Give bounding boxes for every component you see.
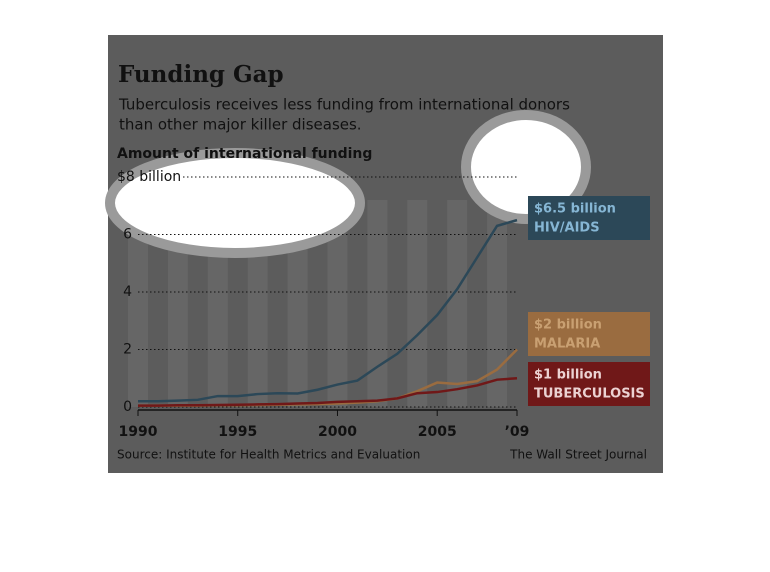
subtitle: than other major killer diseases. <box>119 116 362 134</box>
legend-label: TUBERCULOSIS <box>534 387 645 402</box>
stripe <box>407 200 428 407</box>
y-tick-label: 2 <box>123 342 132 358</box>
stripe <box>367 200 388 407</box>
stripe <box>487 200 508 407</box>
highlight <box>105 148 365 258</box>
credit: The Wall Street Journal <box>509 448 647 462</box>
y-tick-label: 6 <box>123 227 132 243</box>
x-tick-label: 1990 <box>119 424 158 440</box>
value-label: $1 billion <box>534 368 602 383</box>
y-tick-label: 0 <box>123 399 132 415</box>
y-axis-label: Amount of international funding <box>117 146 372 162</box>
subtitle: Tuberculosis receives less funding from … <box>118 96 570 114</box>
legend-label: HIV/AIDS <box>534 221 600 236</box>
legend-label: MALARIA <box>534 337 600 352</box>
chart-title: Funding Gap <box>118 61 284 88</box>
value-label: $2 billion <box>534 318 602 333</box>
x-tick-label: 2000 <box>318 424 357 440</box>
stripe <box>447 200 468 407</box>
series-line <box>138 377 518 407</box>
y-tick-label: $8 billion <box>117 169 181 185</box>
x-tick-label: 1995 <box>218 424 257 440</box>
source: Source: Institute for Health Metrics and… <box>117 448 420 462</box>
y-tick-label: 4 <box>123 284 132 300</box>
stripe <box>327 200 348 407</box>
x-tick-label: ’09 <box>505 424 530 440</box>
stripe <box>128 200 148 407</box>
value-label: $6.5 billion <box>534 202 616 217</box>
legend-box <box>528 312 650 356</box>
series-line <box>138 218 518 403</box>
legend-box <box>528 196 650 240</box>
highlight <box>461 110 591 224</box>
legend-box <box>528 362 650 406</box>
x-tick-label: 2005 <box>418 424 457 440</box>
